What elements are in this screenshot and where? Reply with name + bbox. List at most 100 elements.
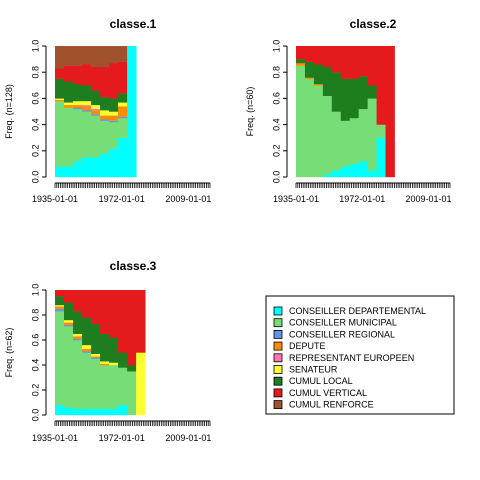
y-tick-label: 0.6	[30, 92, 40, 105]
legend-label: DEPUTE	[289, 341, 326, 351]
bar-segment	[55, 78, 65, 99]
bar-segment	[100, 115, 110, 120]
bar-segment	[55, 311, 65, 406]
x-tick-label: 1935-01-01	[32, 194, 78, 204]
bar-segment	[127, 365, 137, 372]
bar-segment	[64, 326, 74, 408]
bar-segment	[376, 124, 386, 138]
bar-segment	[82, 345, 92, 349]
bar-segment	[331, 111, 342, 171]
bar-segment	[331, 72, 342, 112]
bar-segment	[118, 116, 128, 119]
bar-segment	[73, 101, 83, 106]
bar-segment	[73, 338, 83, 341]
bar-segment	[118, 106, 128, 117]
legend-swatch	[273, 376, 283, 386]
bar-segment	[118, 118, 128, 138]
bar-segment	[109, 290, 119, 338]
bar-segment	[82, 408, 92, 416]
bar-segment	[358, 76, 369, 110]
bar-segment	[367, 46, 377, 86]
legend-swatch	[273, 388, 283, 398]
chart-panel: classe.2 Freq. (n=60) 0.0 0.2 0.4 0.6 0.8 1.0 19…	[245, 17, 452, 204]
bar-segment	[55, 290, 65, 297]
bar-segment	[118, 93, 128, 103]
bar-segment	[82, 157, 92, 178]
legend-swatch	[273, 400, 283, 410]
bar-segment	[136, 352, 146, 416]
bar-segment	[55, 308, 65, 312]
bar-segment	[322, 66, 333, 96]
y-tick-label: 0.6	[30, 334, 40, 347]
legend-label: CUMUL VERTICAL	[289, 388, 367, 398]
bar-segment	[55, 99, 65, 102]
bar-segment	[127, 290, 137, 366]
legend-box	[265, 295, 455, 415]
bar-segment	[296, 65, 306, 178]
bar-segment	[55, 166, 65, 178]
x-tick-label: 1935-01-01	[273, 194, 319, 204]
bar-segment	[118, 352, 128, 368]
bar-segment	[296, 59, 306, 64]
bar-segment	[296, 63, 306, 66]
chart-title: classe.2	[350, 17, 397, 31]
bar-segment	[100, 46, 110, 68]
bar-segment	[118, 61, 128, 94]
bar-segment	[91, 66, 101, 91]
bar-segment	[109, 46, 119, 64]
y-tick-label: 0.8	[30, 66, 40, 79]
bar-segment	[55, 46, 65, 69]
bar-segment	[340, 166, 351, 178]
bar-segment	[127, 371, 137, 416]
bar-segment	[73, 340, 83, 409]
bar-segment	[313, 64, 324, 85]
bar-segment	[64, 322, 74, 326]
x-tick-label: 1972-01-01	[339, 194, 385, 204]
bar-segment	[349, 46, 360, 79]
bar-segment	[91, 110, 101, 115]
bar-segment	[55, 296, 65, 306]
y-tick-label: 0.8	[271, 66, 281, 79]
bar-segment	[82, 64, 92, 86]
bar-segment	[331, 170, 342, 178]
bar-segment	[367, 85, 377, 99]
bar-segment	[109, 337, 119, 363]
bar-segment	[91, 46, 101, 68]
bar-segment	[358, 46, 369, 77]
legend: CONSEILLER DEPARTEMENTAL CONSEILLER MUNIC…	[265, 295, 455, 415]
bar-segment	[296, 46, 306, 60]
bar-segment	[304, 46, 315, 62]
y-tick-label: 1.0	[30, 40, 40, 53]
bar-segment	[100, 110, 110, 116]
y-tick-label: 0.4	[30, 118, 40, 131]
bar-segment	[304, 61, 315, 78]
bar-segment	[340, 120, 351, 167]
bar-segment	[82, 352, 92, 409]
bar-segment	[64, 320, 74, 323]
bar-segment	[91, 115, 101, 158]
bar-segment	[55, 306, 65, 309]
bar-segment	[73, 408, 83, 416]
bar-segment	[64, 46, 74, 66]
y-axis-label: Freq. (n=62)	[4, 328, 14, 378]
bar-segment	[109, 365, 119, 409]
bar-segment	[100, 153, 110, 178]
bar-segment	[82, 317, 92, 346]
y-tick-label: 0.4	[271, 118, 281, 131]
bar-segment	[82, 101, 92, 106]
bar-segment	[322, 174, 333, 178]
bar-segment	[349, 163, 360, 178]
bar-segment	[349, 78, 360, 119]
bar-segment	[64, 107, 74, 167]
bar-segment	[82, 351, 92, 353]
bar-segment	[91, 104, 101, 110]
bar-segment	[73, 333, 83, 337]
bar-segment	[82, 46, 92, 65]
bar-segment	[91, 357, 101, 359]
bar-segment	[304, 77, 315, 79]
bar-segment	[91, 157, 101, 178]
bar-segment	[100, 119, 110, 121]
bar-segment	[73, 83, 83, 102]
x-tick-label: 2009-01-01	[165, 194, 211, 204]
bar-segment	[82, 104, 92, 107]
